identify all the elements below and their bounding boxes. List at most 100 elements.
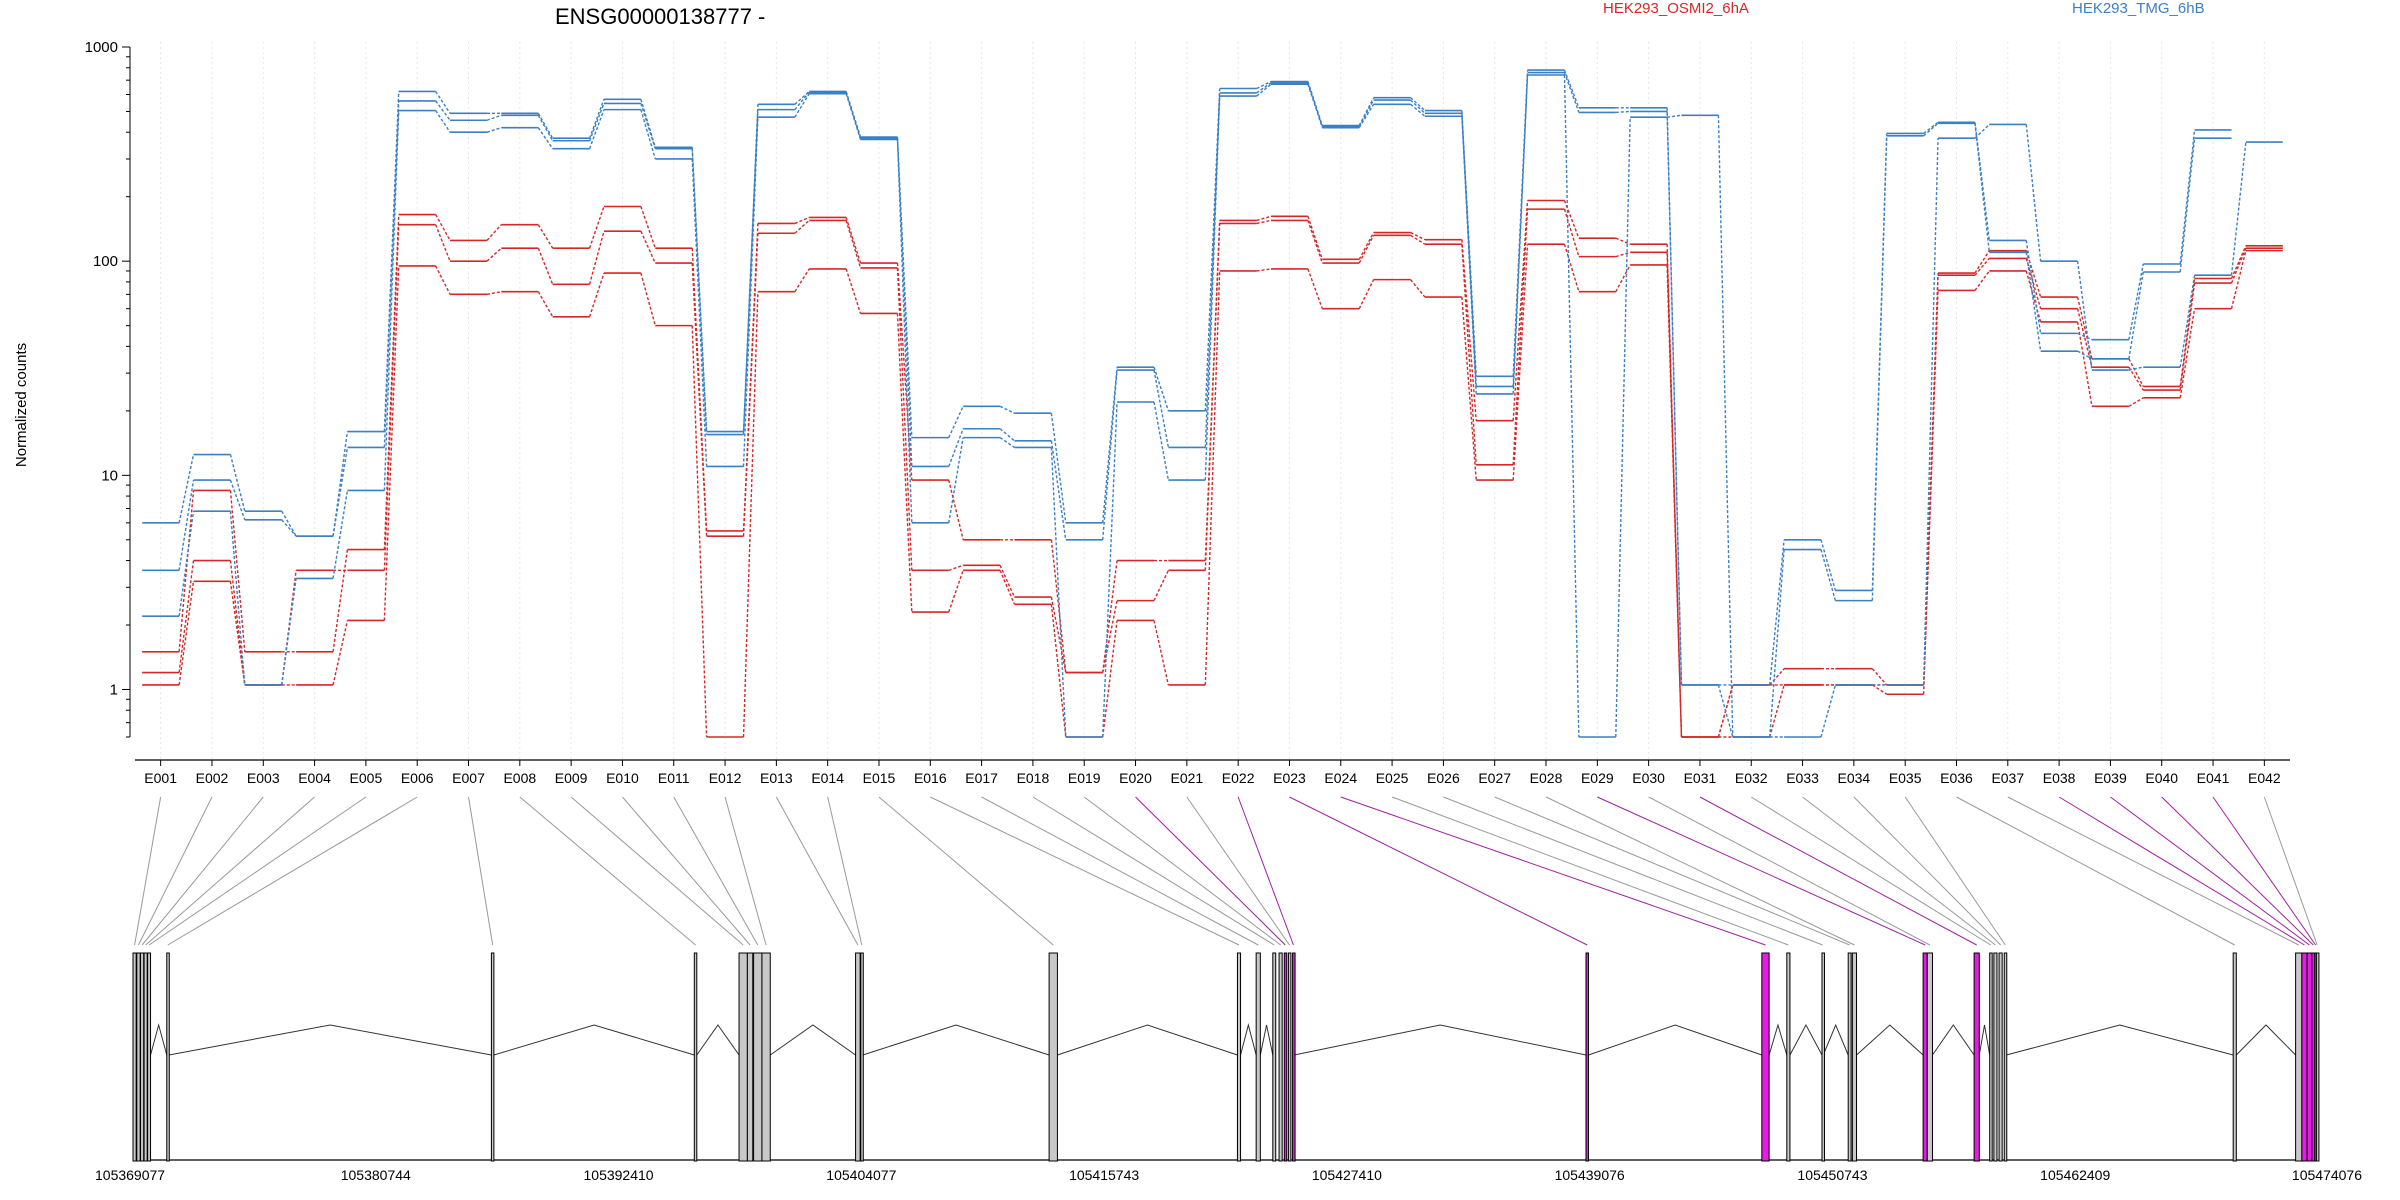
series-6 — [142, 74, 2283, 738]
intron — [696, 1024, 740, 1056]
exon-label-e041: E041 — [2197, 770, 2230, 786]
data-transition — [229, 560, 246, 686]
data-transition — [1461, 239, 1477, 421]
data-transition — [999, 570, 1016, 605]
data-transition — [435, 110, 451, 133]
data-transition — [1769, 549, 1785, 738]
exon-label-e015: E015 — [863, 770, 896, 786]
exon-block-e012 — [761, 952, 771, 1162]
exon-label-e004: E004 — [298, 770, 331, 786]
connector-e027 — [1494, 796, 1850, 946]
data-transition — [1256, 83, 1272, 97]
data-transition — [742, 291, 759, 738]
exon-label-e001: E001 — [144, 770, 177, 786]
data-transition — [845, 220, 862, 269]
connector-e017 — [981, 796, 1259, 946]
coordinate-label: 105450743 — [1797, 1167, 1867, 1183]
connector-e033 — [1802, 796, 1996, 946]
coordinate-label: 105474076 — [2292, 1167, 2362, 1183]
coordinate-label: 105380744 — [341, 1167, 411, 1183]
data-transition — [1102, 620, 1118, 738]
data-transition — [178, 454, 195, 523]
exon-block-e003 — [140, 952, 145, 1162]
data-transition — [537, 114, 554, 142]
y-axis: 1 10 100 1000 — [85, 39, 131, 738]
data-transition — [435, 91, 451, 114]
data-transition — [332, 549, 349, 652]
exon-block-e030 — [1926, 952, 1933, 1162]
connector-e041 — [2212, 796, 2316, 946]
data-transition — [178, 581, 195, 686]
connector-e026 — [1443, 796, 1823, 946]
data-transition — [383, 214, 400, 550]
exon-label-e035: E035 — [1889, 770, 1922, 786]
data-transition — [1666, 111, 1683, 685]
coordinate-label: 105369077 — [95, 1167, 165, 1183]
data-transition — [1358, 235, 1375, 264]
exon-label-e013: E013 — [760, 770, 793, 786]
data-transition — [1923, 121, 1939, 134]
exon-block-e022 — [1292, 952, 1296, 1162]
exon-label-e005: E005 — [350, 770, 383, 786]
data-transition — [178, 479, 195, 571]
data-transition — [1410, 231, 1426, 241]
data-transition — [1410, 97, 1426, 112]
exon-block-e009 — [738, 952, 748, 1162]
legend-item-osmi2: HEK293_OSMI2_6hA — [1603, 0, 1749, 17]
exon-block-e016 — [1236, 952, 1242, 1162]
exon-block-e029 — [1922, 952, 1928, 1162]
data-transition — [1153, 570, 1170, 601]
data-transition — [896, 139, 913, 523]
data-transition — [1512, 209, 1529, 465]
intron — [862, 1024, 1050, 1056]
data-transition — [1461, 110, 1477, 377]
connector-e006 — [167, 796, 418, 946]
data-transition — [2179, 278, 2196, 387]
connector-e039 — [2110, 796, 2310, 946]
intron — [2235, 1024, 2296, 1056]
data-transition — [845, 217, 862, 264]
exon-label-e018: E018 — [1017, 770, 1050, 786]
connector-e009 — [570, 796, 744, 946]
data-transition — [1615, 110, 1631, 114]
exon-label-e019: E019 — [1068, 770, 1101, 786]
data-transition — [435, 265, 451, 295]
data-transition — [588, 231, 605, 285]
data-transition — [1050, 604, 1067, 738]
connector-e031 — [1699, 796, 1977, 946]
exon-label-e032: E032 — [1735, 770, 1768, 786]
data-transition — [1256, 82, 1272, 94]
data-transition — [999, 405, 1015, 414]
data-transition — [1050, 413, 1067, 523]
data-transition — [896, 262, 913, 481]
exon-block-e015 — [1048, 952, 1058, 1162]
data-transition — [1358, 279, 1375, 309]
data-transition — [537, 112, 554, 139]
intron — [493, 1024, 695, 1056]
exon-label-e022: E022 — [1222, 770, 1255, 786]
data-transition — [794, 268, 810, 293]
data-transition — [332, 447, 349, 537]
exon-label-e031: E031 — [1684, 770, 1717, 786]
intron — [769, 1024, 856, 1056]
exon-block-e018 — [1272, 952, 1277, 1162]
exon-label-e016: E016 — [914, 770, 947, 786]
data-transition — [794, 216, 810, 225]
data-transition — [2179, 138, 2196, 273]
exon-label-e002: E002 — [196, 770, 229, 786]
data-transition — [794, 91, 810, 111]
data-transition — [2230, 141, 2247, 276]
data-transition — [1102, 370, 1118, 540]
data-transition — [229, 479, 246, 521]
data-transition — [1153, 620, 1170, 686]
chart-title: ENSG00000138777 - — [555, 4, 765, 29]
data-transition — [1358, 99, 1375, 127]
data-transition — [1410, 103, 1426, 117]
exon-block-e006 — [166, 952, 170, 1162]
data-transition — [1512, 200, 1529, 421]
data-transition — [1050, 539, 1067, 673]
exon-block-e004 — [143, 952, 148, 1162]
data-transition — [537, 291, 554, 318]
coordinate-label: 105439076 — [1555, 1167, 1625, 1183]
connector-e007 — [468, 796, 494, 946]
